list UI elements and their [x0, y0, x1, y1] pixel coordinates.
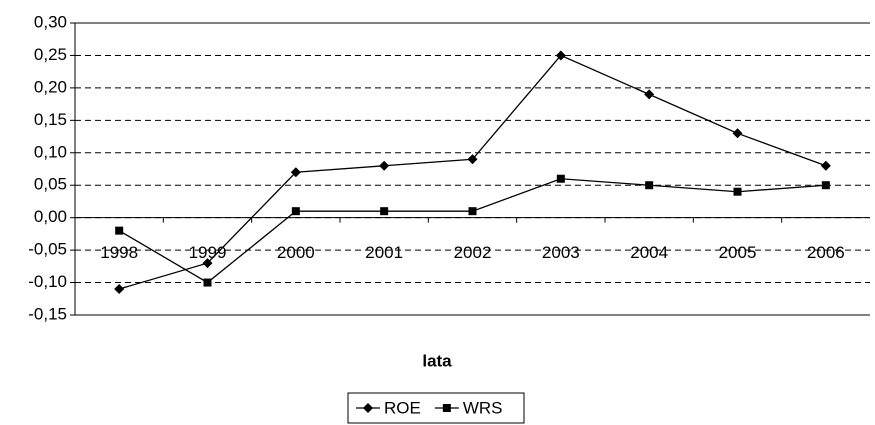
- marker: [644, 89, 655, 100]
- marker: [363, 403, 373, 413]
- x-tick-label: 2001: [365, 243, 403, 262]
- y-tick-label: 0,10: [34, 142, 67, 161]
- x-axis-title: lata: [422, 351, 452, 370]
- series-line: [118, 178, 826, 284]
- marker: [732, 128, 743, 139]
- marker: [556, 174, 565, 183]
- x-tick-label: 2003: [542, 243, 580, 262]
- legend: ROE WRS: [347, 392, 525, 424]
- marker: [733, 187, 742, 196]
- marker: [645, 181, 654, 190]
- marker: [821, 181, 830, 190]
- y-tick-label: 0,15: [34, 110, 67, 129]
- marker: [467, 154, 478, 165]
- marker: [115, 226, 124, 235]
- marker: [468, 207, 477, 216]
- y-tick-label: 0,05: [34, 175, 67, 194]
- marker: [291, 207, 300, 216]
- y-tick-label: 0,20: [34, 77, 67, 96]
- x-tick-label: 2005: [719, 243, 757, 262]
- y-tick-label: -0,15: [28, 304, 67, 323]
- y-tick-label: 0,25: [34, 45, 67, 64]
- x-tick-label: 2002: [454, 243, 492, 262]
- marker: [380, 207, 389, 216]
- x-tick-label: 2004: [630, 243, 668, 262]
- y-tick-label: 0,30: [34, 12, 67, 31]
- x-tick-label: 1998: [100, 243, 138, 262]
- y-tick-label: 0,00: [34, 207, 67, 226]
- marker: [555, 50, 566, 61]
- legend-label: WRS: [463, 398, 503, 417]
- marker: [114, 284, 125, 295]
- marker: [203, 278, 212, 287]
- marker: [379, 160, 390, 171]
- x-tick-label: 1999: [189, 243, 227, 262]
- marker: [202, 258, 213, 269]
- x-tick-label: 2006: [807, 243, 845, 262]
- legend-label: ROE: [384, 398, 421, 417]
- marker: [820, 160, 831, 171]
- x-tick-label: 2000: [277, 243, 315, 262]
- marker: [442, 404, 451, 412]
- y-tick-label: -0,10: [28, 272, 67, 291]
- marker: [290, 167, 301, 178]
- y-tick-label: -0,05: [28, 240, 67, 259]
